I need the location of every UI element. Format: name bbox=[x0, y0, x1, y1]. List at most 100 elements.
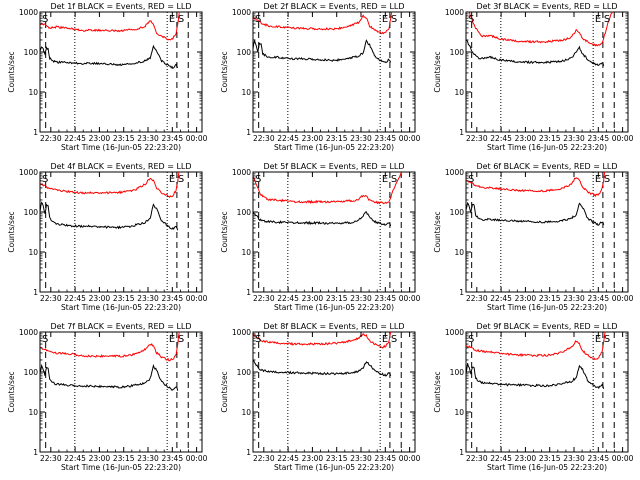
x-tick-label: 23:30 bbox=[563, 134, 585, 143]
panel-title: Det 4f BLACK = Events, RED = LLD bbox=[50, 162, 191, 171]
marker-s-start: S bbox=[255, 14, 261, 25]
series-events-line bbox=[253, 359, 392, 377]
x-tick-label: 22:45 bbox=[64, 454, 86, 463]
plot-area bbox=[40, 12, 189, 132]
x-tick-label: 23:45 bbox=[161, 134, 183, 143]
x-tick-label: 22:45 bbox=[277, 134, 299, 143]
marker-s-start: S bbox=[42, 14, 48, 25]
x-tick-label: 23:45 bbox=[374, 134, 396, 143]
marker-s-end: S bbox=[604, 334, 610, 345]
y-axis-label: Counts/sec bbox=[7, 211, 16, 252]
x-tick-label: 23:15 bbox=[539, 134, 561, 143]
marker-s-end: S bbox=[391, 174, 397, 185]
panel-det-6: Det 6f BLACK = Events, RED = LLD 1 10 100 10… bbox=[433, 162, 634, 312]
panel-title: Det 1f BLACK = Events, RED = LLD bbox=[50, 2, 191, 11]
x-tick-label: 23:00 bbox=[89, 134, 111, 143]
y-tick-label: 1 bbox=[459, 288, 464, 297]
plot-area bbox=[253, 172, 403, 292]
x-tick-label: 00:00 bbox=[186, 454, 208, 463]
panel-title: Det 7f BLACK = Events, RED = LLD bbox=[50, 322, 191, 331]
x-tick-label: 23:15 bbox=[113, 454, 135, 463]
x-tick-label: 23:30 bbox=[137, 294, 159, 303]
marker-s-start: S bbox=[468, 174, 474, 185]
y-tick-label: 1 bbox=[246, 448, 251, 457]
panel-det-3: Det 3f BLACK = Events, RED = LLD 1 10 100 10… bbox=[433, 2, 634, 152]
x-tick-label: 22:30 bbox=[40, 294, 62, 303]
plot-area bbox=[466, 12, 615, 132]
x-tick-label: 23:00 bbox=[515, 134, 537, 143]
x-tick-label: 00:00 bbox=[612, 294, 634, 303]
marker-s-end: S bbox=[604, 174, 610, 185]
y-axis-label: Counts/sec bbox=[220, 211, 229, 252]
y-tick-label: 100 bbox=[24, 208, 39, 217]
marker-s-start: S bbox=[468, 14, 474, 25]
panel-det-8: Det 8f BLACK = Events, RED = LLD 1 10 100 10… bbox=[220, 322, 421, 472]
series-lld-line bbox=[253, 12, 393, 35]
panel-title: Det 8f BLACK = Events, RED = LLD bbox=[263, 322, 404, 331]
plot-area bbox=[253, 332, 402, 452]
x-tick-label: 22:30 bbox=[253, 294, 275, 303]
x-tick-label: 22:30 bbox=[466, 134, 488, 143]
x-tick-label: 22:45 bbox=[64, 134, 86, 143]
panel-det-7: Det 7f BLACK = Events, RED = LLD 1 10 100 10… bbox=[7, 322, 208, 472]
series-lld-line bbox=[466, 172, 606, 198]
marker-s-end: S bbox=[178, 14, 184, 25]
y-tick-label: 100 bbox=[237, 368, 252, 377]
x-axis-label: Start Time (16-Jun-05 22:23:20) bbox=[487, 143, 607, 152]
marker-s-start: S bbox=[42, 174, 48, 185]
y-tick-label: 1000 bbox=[232, 168, 251, 177]
plot-frame bbox=[252, 171, 416, 293]
y-tick-label: 10 bbox=[241, 88, 251, 97]
marker-e: E bbox=[595, 174, 601, 185]
panel-title: Det 9f BLACK = Events, RED = LLD bbox=[476, 322, 617, 331]
series-events-line bbox=[40, 363, 179, 392]
marker-e: E bbox=[169, 174, 175, 185]
x-tick-label: 22:30 bbox=[466, 454, 488, 463]
y-tick-label: 1000 bbox=[445, 168, 464, 177]
y-tick-label: 10 bbox=[28, 408, 38, 417]
x-tick-label: 23:45 bbox=[161, 454, 183, 463]
marker-e: E bbox=[382, 334, 388, 345]
series-events-line bbox=[40, 44, 179, 70]
y-tick-label: 1 bbox=[33, 448, 38, 457]
y-tick-label: 100 bbox=[450, 48, 465, 57]
x-tick-label: 22:30 bbox=[466, 294, 488, 303]
x-tick-label: 23:00 bbox=[89, 454, 111, 463]
x-tick-label: 23:15 bbox=[113, 294, 135, 303]
y-axis-label: Counts/sec bbox=[433, 211, 442, 252]
y-tick-label: 100 bbox=[450, 368, 465, 377]
y-tick-label: 1000 bbox=[232, 8, 251, 17]
series-lld-line bbox=[253, 332, 392, 349]
y-axis-label: Counts/sec bbox=[7, 51, 16, 92]
marker-s-end: S bbox=[391, 334, 397, 345]
marker-s-end: S bbox=[604, 14, 610, 25]
series-events-line bbox=[466, 201, 605, 226]
marker-s-end: S bbox=[178, 334, 184, 345]
x-axis-label: Start Time (16-Jun-05 22:23:20) bbox=[274, 143, 394, 152]
panel-title: Det 6f BLACK = Events, RED = LLD bbox=[476, 162, 617, 171]
y-axis-label: Counts/sec bbox=[433, 51, 442, 92]
y-tick-label: 10 bbox=[241, 248, 251, 257]
x-tick-label: 22:30 bbox=[253, 454, 275, 463]
y-axis-label: Counts/sec bbox=[220, 371, 229, 412]
marker-e: E bbox=[595, 334, 601, 345]
plot-frame bbox=[39, 331, 203, 453]
series-events-line bbox=[253, 38, 392, 64]
x-tick-label: 23:15 bbox=[326, 134, 348, 143]
x-tick-label: 23:30 bbox=[350, 454, 372, 463]
x-tick-label: 23:15 bbox=[113, 134, 135, 143]
y-tick-label: 1000 bbox=[19, 328, 38, 337]
x-tick-label: 22:45 bbox=[490, 454, 512, 463]
x-tick-label: 23:15 bbox=[539, 294, 561, 303]
series-lld-line bbox=[40, 332, 180, 362]
plot-frame bbox=[465, 171, 629, 293]
x-axis-label: Start Time (16-Jun-05 22:23:20) bbox=[274, 463, 394, 472]
panel-det-5: Det 5f BLACK = Events, RED = LLD 1 10 100 10… bbox=[220, 162, 421, 312]
y-tick-label: 10 bbox=[454, 248, 464, 257]
x-axis-label: Start Time (16-Jun-05 22:23:20) bbox=[61, 143, 181, 152]
marker-s-end: S bbox=[391, 14, 397, 25]
x-tick-label: 23:30 bbox=[350, 134, 372, 143]
x-tick-label: 23:30 bbox=[563, 294, 585, 303]
y-tick-label: 1 bbox=[33, 288, 38, 297]
